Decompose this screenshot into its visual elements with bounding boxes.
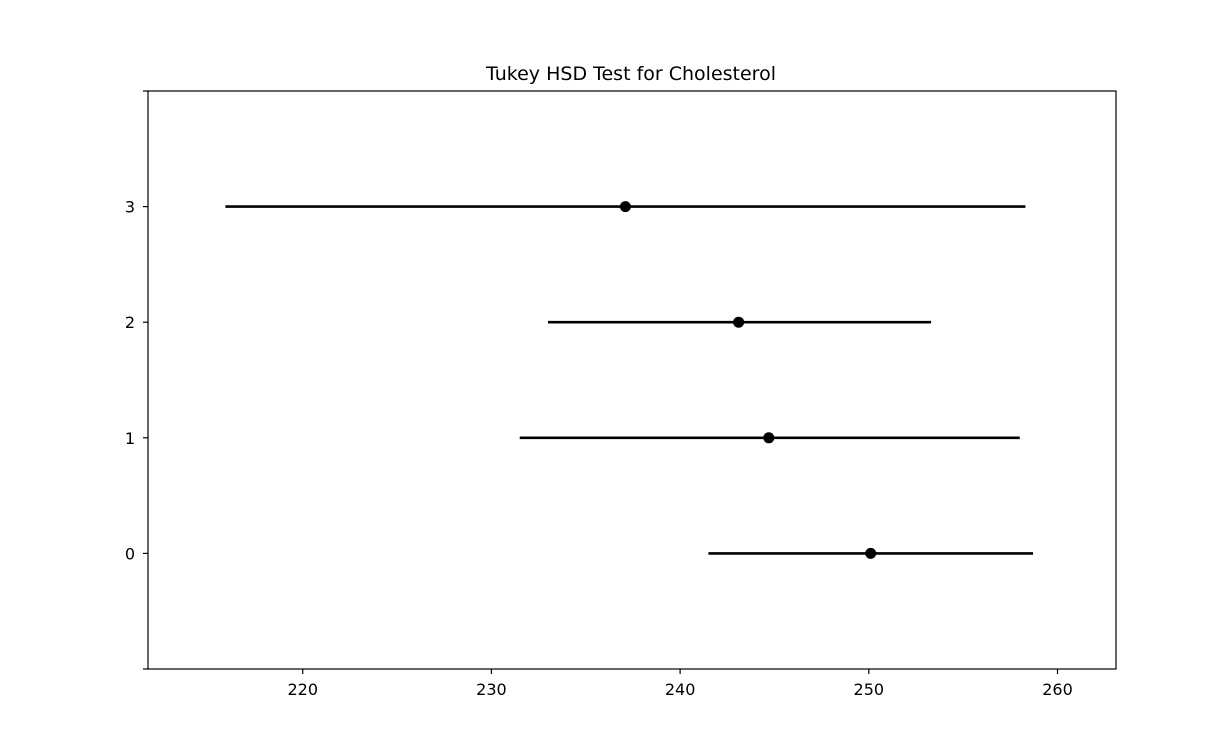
x-tick-label: 250	[854, 680, 885, 699]
confidence-intervals	[225, 201, 1033, 559]
y-tick-label: 2	[125, 313, 135, 332]
mean-point-group-1	[763, 432, 775, 444]
y-tick-label: 1	[125, 429, 135, 448]
x-tick-label: 230	[476, 680, 507, 699]
y-tick-label: 3	[125, 198, 135, 217]
x-tick-label: 220	[287, 680, 318, 699]
plot-frame	[147, 90, 1117, 670]
y-axis: 0 1 2 3	[125, 90, 148, 670]
mean-point-group-2	[733, 316, 745, 328]
chart-title: Tukey HSD Test for Cholesterol	[485, 63, 776, 85]
x-axis: 220 230 240 250 260	[287, 669, 1073, 699]
x-tick-label: 240	[665, 680, 696, 699]
x-tick-label: 260	[1042, 680, 1073, 699]
mean-point-group-0	[865, 547, 877, 559]
mean-point-group-3	[619, 201, 631, 213]
y-tick-label: 0	[125, 544, 135, 563]
